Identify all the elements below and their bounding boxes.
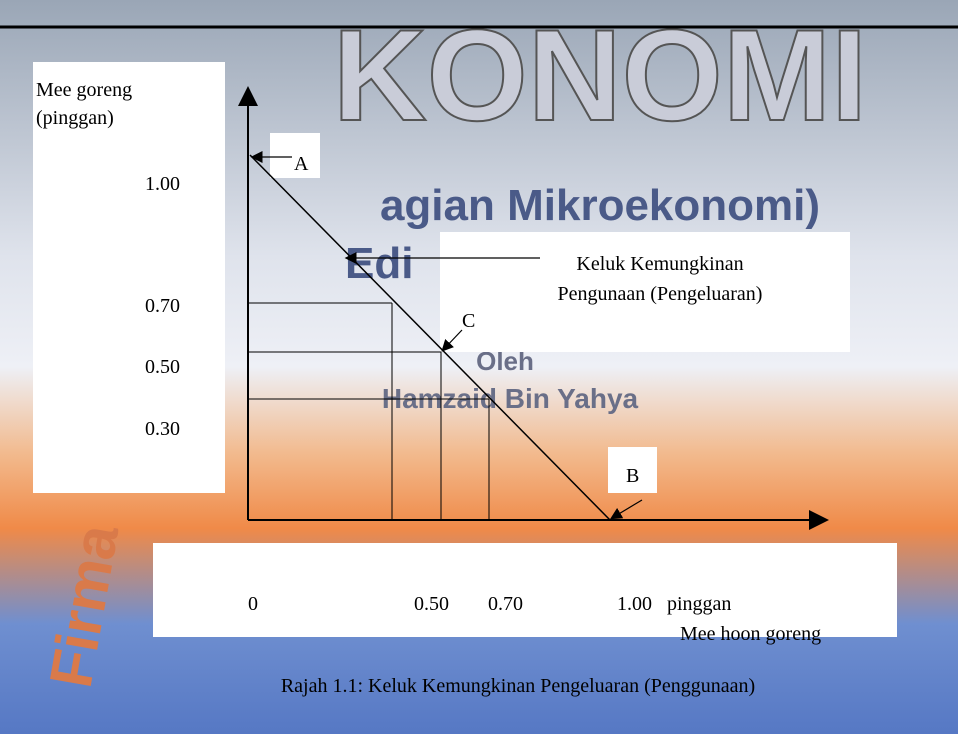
point-b: B [626, 465, 639, 487]
cover-title: KONOMI [333, 2, 867, 148]
c-arrow [441, 329, 463, 352]
b-box [608, 447, 657, 493]
y-label-panel [33, 62, 225, 493]
caption: Rajah 1.1: Keluk Kemungkinan Pengeluaran… [281, 675, 755, 697]
a-box [270, 133, 320, 178]
y-label: 1.00 [145, 173, 180, 195]
b-arrow [609, 499, 643, 520]
point-a: A [294, 153, 309, 175]
x-label: 1.00 pinggan [617, 593, 731, 615]
ppc-curve [249, 154, 611, 521]
curve-label-box [440, 232, 850, 352]
curve-label: Keluk Kemungkinan [576, 253, 743, 275]
guide-lines [248, 302, 490, 520]
curve-label: Pengunaan (Pengeluaran) [558, 283, 763, 305]
cover-subtitle: agian Mikroekonomi) [380, 181, 820, 230]
cover-edition: Edi [345, 239, 413, 288]
x-label: 0 [248, 593, 258, 615]
y-axis-title: Mee goreng [36, 79, 132, 101]
point-c: C [462, 310, 475, 332]
y-axis-title: (pinggan) [36, 107, 114, 129]
y-label: 0.30 [145, 418, 180, 440]
x-label: 0.70 [488, 593, 523, 615]
y-label: 0.50 [145, 356, 180, 378]
x-label: 0.50 [414, 593, 449, 615]
x-label-panel [153, 543, 897, 637]
x-axis-title: Mee hoon goreng [680, 623, 821, 645]
y-label: 0.70 [145, 295, 180, 317]
